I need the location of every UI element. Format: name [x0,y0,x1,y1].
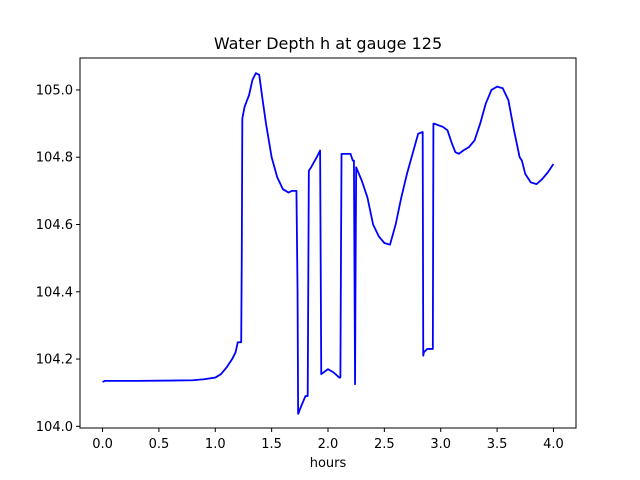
x-axis: 0.0 0.5 1.0 1.5 2.0 2.5 3.0 3.5 4.0 [92,428,564,452]
plot-frame [79,57,577,429]
x-tick-label: 4.0 [543,437,564,452]
chart-title: Water Depth h at gauge 125 [214,34,442,53]
x-tick-label: 1.0 [205,437,226,452]
x-tick-label: 2.5 [374,437,395,452]
x-tick-label: 3.5 [487,437,508,452]
series-layer [102,72,555,415]
x-tick-label: 3.0 [430,437,451,452]
y-tick-label: 105.0 [36,83,73,98]
x-tick-label: 0.0 [92,437,113,452]
y-tick-label: 104.0 [36,420,73,435]
y-tick-label: 104.2 [36,353,73,368]
x-tick-label: 2.0 [318,437,339,452]
y-tick-label: 104.6 [36,218,73,233]
x-axis-label: hours [310,456,347,471]
y-tick-label: 104.4 [36,285,73,300]
x-tick-label: 0.5 [149,437,170,452]
series-line-0 [102,72,555,415]
x-tick-label: 1.5 [261,437,282,452]
y-tick-label: 104.8 [36,151,73,166]
y-axis: 104.0 104.2 104.4 104.6 104.8 105.0 [36,83,80,435]
